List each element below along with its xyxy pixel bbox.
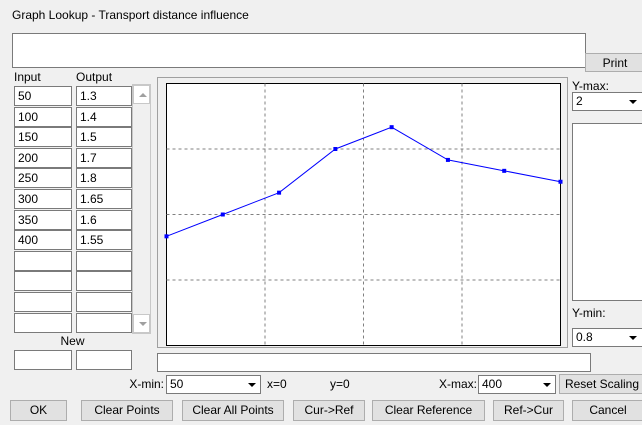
scroll-down[interactable] [133,314,150,333]
xmax-dropdown[interactable]: 400 [478,375,556,394]
xmax-value: 400 [482,377,503,391]
ymin-dropdown[interactable]: 0.8 [572,328,642,347]
input-cell[interactable]: 200 [14,147,72,168]
dialog-button[interactable]: Cur->Ref [293,400,365,421]
input-cell[interactable]: 350 [14,209,72,230]
lookup-point [558,179,563,184]
input-cell[interactable] [14,292,72,312]
output-cell[interactable]: 1.8 [76,168,132,189]
scroll-up[interactable] [133,85,150,104]
lookup-point [164,234,169,239]
lookup-point [445,157,450,162]
output-cell[interactable]: 1.7 [76,147,132,168]
xmin-label: X-min: [129,377,164,391]
graph[interactable] [157,77,568,348]
ymin-label: Y-min: [572,306,606,320]
xmax-label: X-max: [438,377,477,391]
ymax-label: Y-max: [572,79,609,93]
reset-scaling-button[interactable]: Reset Scaling [559,374,642,394]
dialog-button[interactable]: Clear All Points [182,400,284,421]
lookup-point [389,125,394,130]
new-label: New [60,334,85,348]
input-cell[interactable] [14,250,72,271]
output-cell[interactable]: 1.6 [76,209,132,230]
output-cell[interactable]: 1.55 [76,230,132,251]
new-output[interactable] [76,350,132,370]
comment-box[interactable] [12,33,586,68]
ymin-value: 0.8 [576,330,593,344]
dialog-button[interactable]: Ref->Cur [493,400,564,421]
output-cell[interactable] [76,312,132,333]
input-cell[interactable]: 250 [14,168,72,189]
output-header: Output [76,70,113,84]
lookup-point [220,212,225,217]
lookup-line [166,126,561,237]
reference-box [572,123,642,301]
input-cell[interactable] [14,312,72,333]
input-cell[interactable]: 150 [14,127,72,148]
cursor-x: x=0 [267,377,287,391]
lookup-point [333,147,338,151]
dialog-button[interactable]: Clear Points [81,400,173,421]
new-input[interactable] [14,350,72,370]
dialog-title: Graph Lookup - Transport distance influe… [12,8,249,22]
print-button[interactable]: Print [585,53,642,72]
lookup-point [277,190,282,195]
lookup-point [502,168,507,173]
output-cell[interactable]: 1.3 [76,86,132,106]
input-cell[interactable]: 400 [14,230,72,251]
dialog-button[interactable]: Cancel [572,400,642,421]
xmin-value: 50 [170,377,184,391]
output-cell[interactable]: 1.65 [76,189,132,209]
dialog-button[interactable]: OK [10,400,67,421]
cursor-y: y=0 [330,377,350,391]
output-cell[interactable] [76,250,132,271]
input-cell[interactable]: 50 [14,86,72,106]
scrollbar[interactable] [132,84,151,334]
status-box [157,353,591,372]
input-cell[interactable]: 100 [14,106,72,127]
input-cell[interactable] [14,271,72,292]
output-cell[interactable] [76,292,132,312]
input-header: Input [14,70,41,84]
output-cell[interactable] [76,271,132,292]
ymax-dropdown[interactable]: 2 [572,92,642,111]
input-cell[interactable]: 300 [14,189,72,209]
dialog-button[interactable]: Clear Reference [372,400,485,421]
output-cell[interactable]: 1.5 [76,127,132,148]
output-cell[interactable]: 1.4 [76,106,132,127]
ymax-value: 2 [576,94,583,108]
xmin-dropdown[interactable]: 50 [166,375,261,394]
